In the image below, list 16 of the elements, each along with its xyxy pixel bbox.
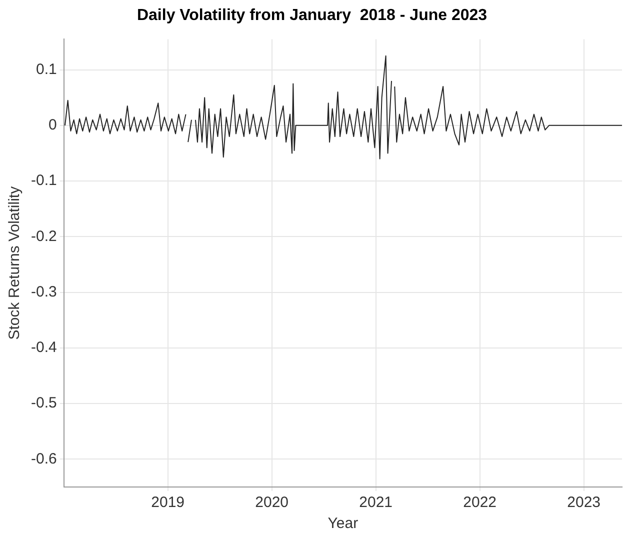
- chart-title: Daily Volatility from January 2018 - June 2023: [136, 7, 488, 24]
- x-axis-title: Year: [328, 515, 358, 532]
- y-tick-label: -0.2: [30, 228, 57, 245]
- y-tick-label: -0.1: [30, 172, 57, 190]
- y-tick-label: -0.6: [30, 450, 57, 468]
- x-tick-label: 2021: [359, 494, 393, 512]
- y-tick-label: -0.4: [30, 339, 57, 356]
- y-tick-label: 0: [48, 116, 57, 134]
- y-tick-label: -0.3: [30, 283, 57, 300]
- y-axis-title: Stock Returns Volatility: [6, 186, 24, 340]
- x-tick-label: 2020: [255, 494, 289, 512]
- x-tick-label: 2023: [567, 494, 601, 512]
- x-tick-label: 2022: [463, 494, 497, 512]
- x-tick-label: 2019: [151, 494, 185, 512]
- y-tick-label: 0.1: [36, 60, 57, 78]
- y-tick-label: -0.5: [30, 394, 57, 412]
